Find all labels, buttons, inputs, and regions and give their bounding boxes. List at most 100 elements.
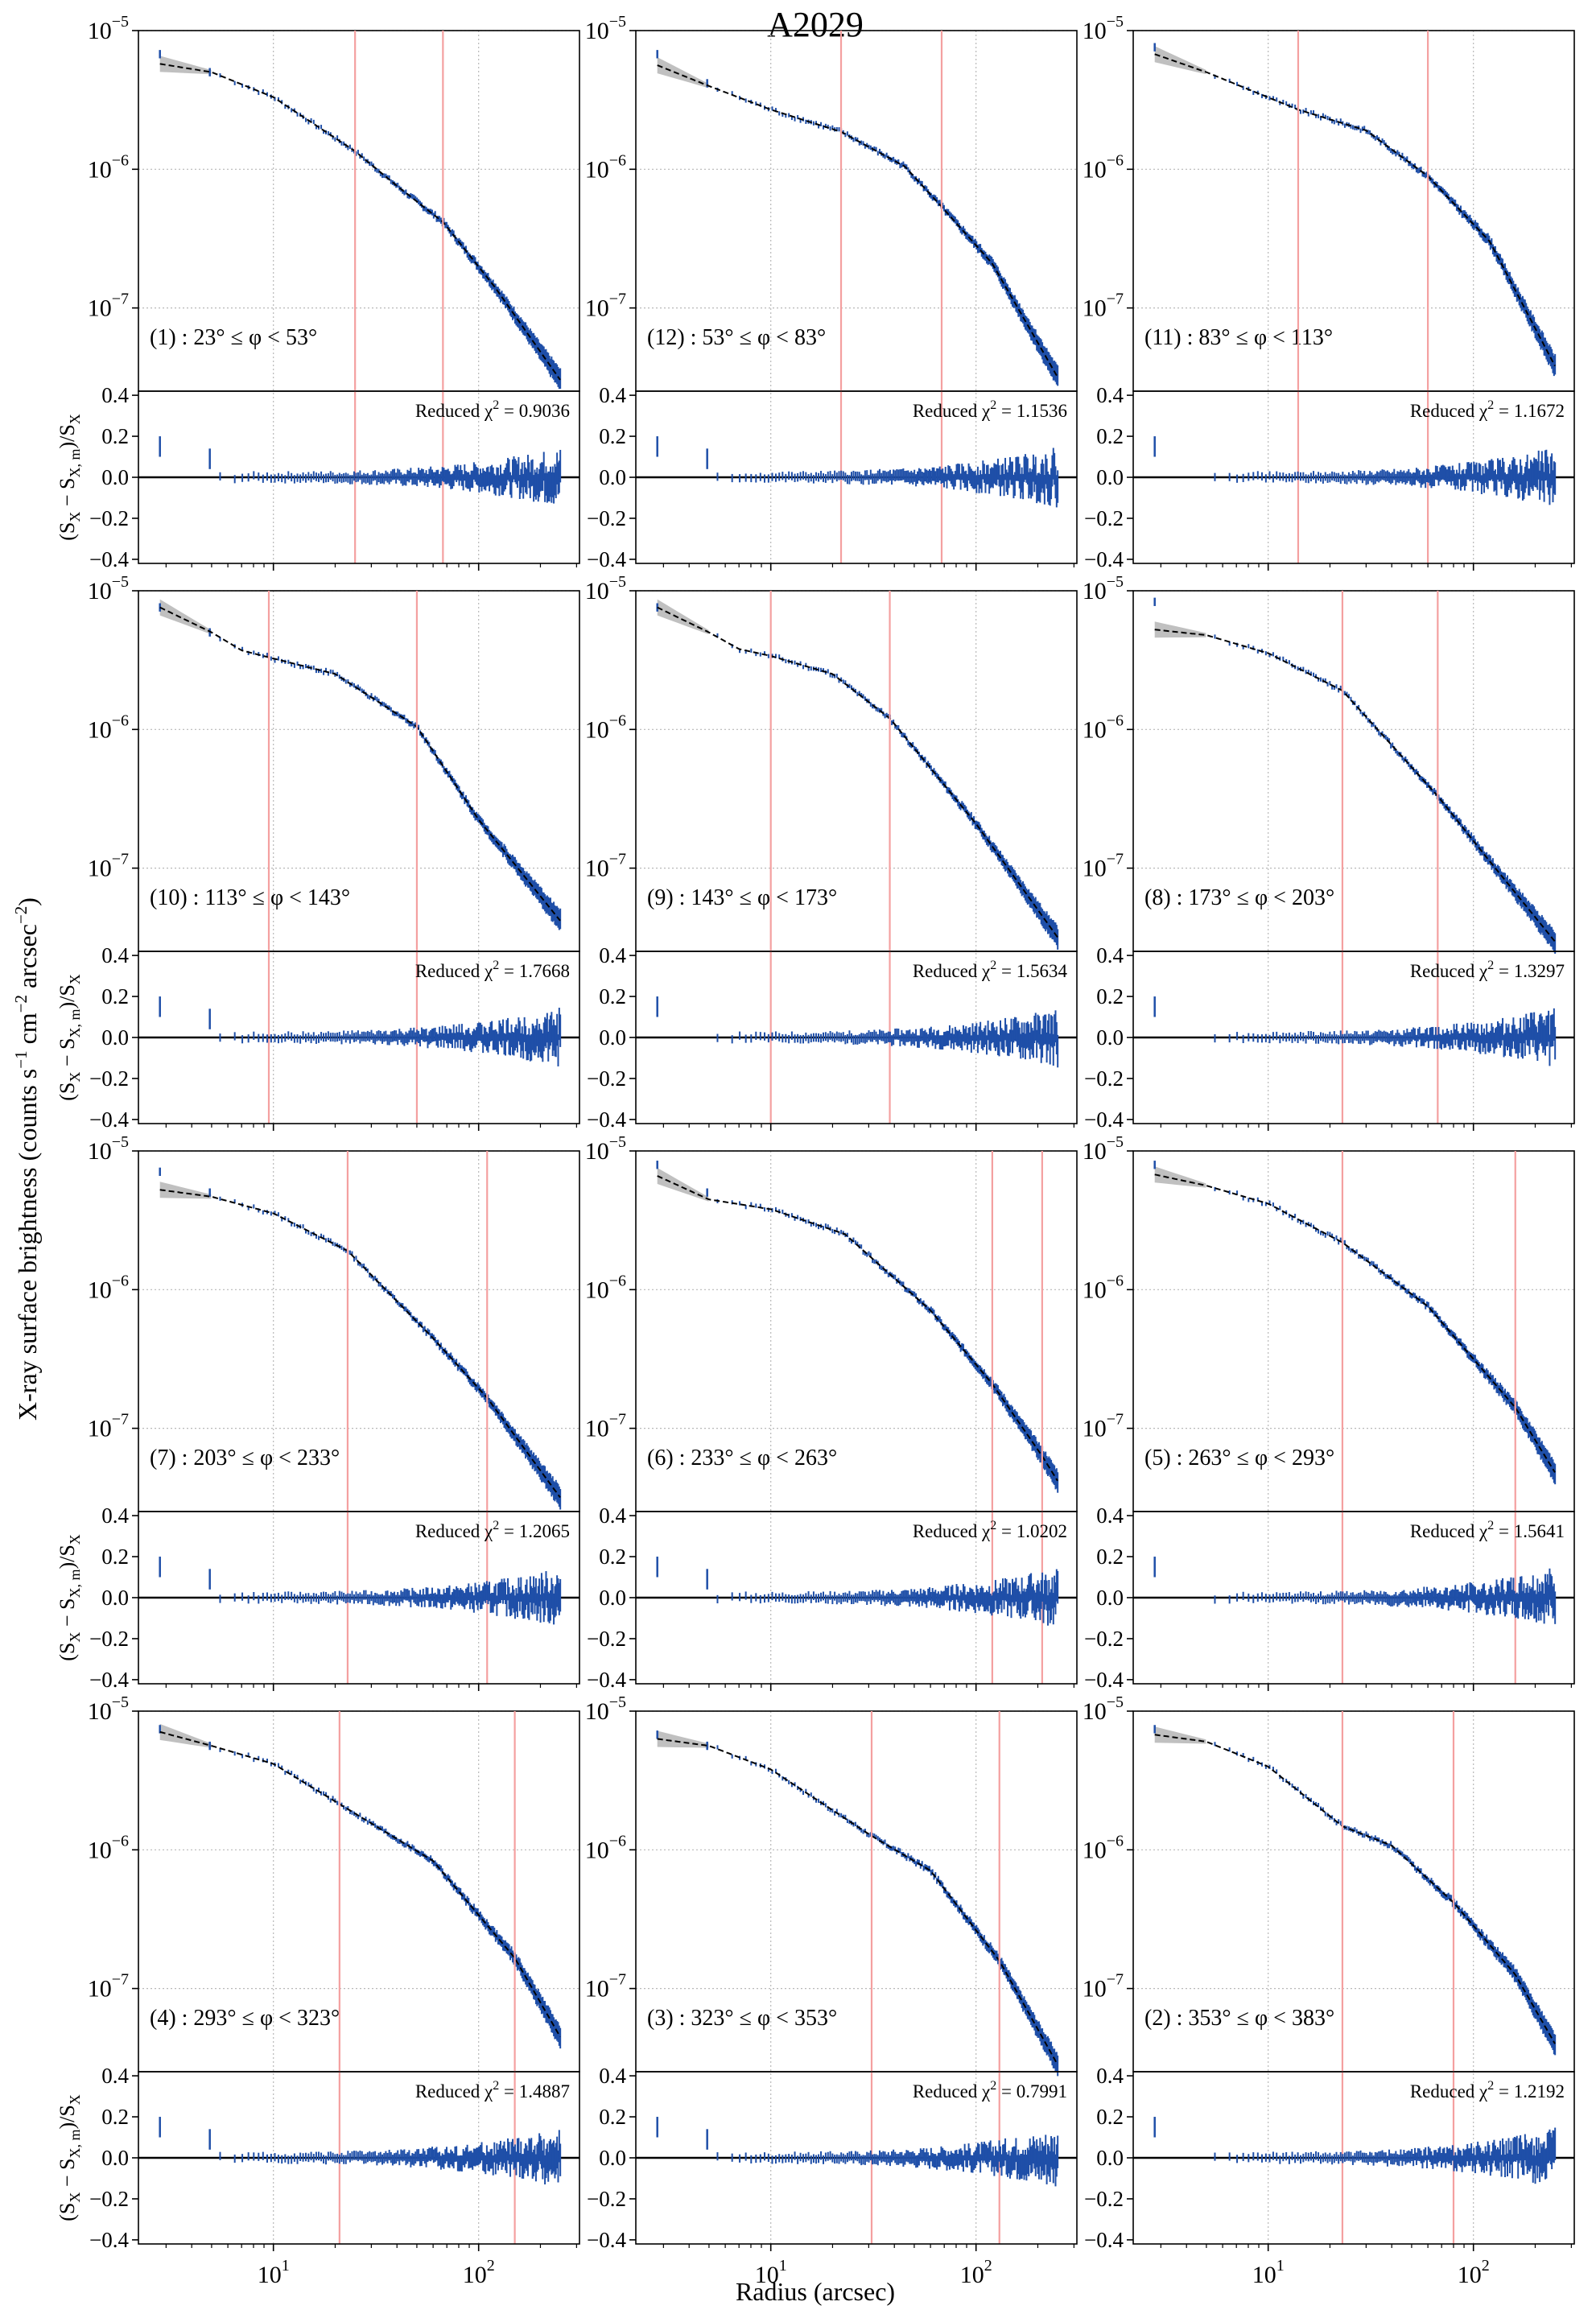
model-curve <box>657 64 1058 377</box>
residual-tick-label: 0.4 <box>599 943 626 967</box>
model-uncertainty-band <box>657 599 709 635</box>
residual-tick-label: 0.4 <box>101 943 129 967</box>
y-tick-label: 10−5 <box>1083 573 1124 604</box>
residual-tick-label: −0.2 <box>89 1066 129 1091</box>
model-curve <box>1154 1173 1556 1473</box>
model-curve <box>159 1189 561 1499</box>
residual-tick-label: −0.4 <box>89 2228 129 2252</box>
main-plot: (11) : 83° ≤ φ < 113° 10−5 10−6 10−7 <box>1083 13 1575 563</box>
residual-tick-label: 0.0 <box>599 2146 626 2170</box>
x-axis-label: Radius (arcsec) <box>736 2277 895 2306</box>
residual-tick-label: 0.2 <box>599 1545 626 1569</box>
residual-tick-label: −0.4 <box>89 547 129 571</box>
chi2-annotation: Reduced χ2 = 1.2065 <box>415 1519 570 1541</box>
main-plot: (4) : 293° ≤ φ < 323° 10−5 10−6 10−7 <box>88 1693 580 2244</box>
residual-plot: 0.4 0.2 0.0 −0.2 −0.4 Reduced χ2 = 0.7991 101 1… <box>587 2064 1078 2288</box>
y-tick-label: 10−7 <box>585 291 626 322</box>
panel-11: (11) : 83° ≤ φ < 113°10−510−610−70.40.20… <box>1083 13 1575 571</box>
y-tick-label: 10−7 <box>88 291 129 322</box>
residual-tick-label: −0.4 <box>587 547 626 571</box>
residual-tick-label: −0.2 <box>587 2187 626 2211</box>
residual-tick-label: −0.4 <box>587 1668 626 1692</box>
residual-tick-label: −0.4 <box>1084 1107 1124 1132</box>
x-tick-label: 102 <box>960 2257 992 2288</box>
residual-tick-label: −0.2 <box>1084 506 1124 530</box>
sector-label: (11) : 83° ≤ φ < 113° <box>1144 325 1333 350</box>
residual-plot: 0.4 0.2 0.0 −0.2 −0.4 Reduced χ2 = 0.9036 (SX … <box>56 383 580 571</box>
residual-tick-label: 0.2 <box>1096 984 1124 1008</box>
residual-plot: 0.4 0.2 0.0 −0.2 −0.4 Reduced χ2 = 1.7668 (SX … <box>56 943 580 1132</box>
panel-4: (4) : 293° ≤ φ < 323°10−510−610−70.40.20… <box>56 1693 580 2288</box>
residual-plot: 0.4 0.2 0.0 −0.2 −0.4 Reduced χ2 = 1.1672 <box>1084 383 1575 571</box>
model-curve <box>159 606 561 922</box>
y-tick-label: 10−7 <box>1083 1411 1124 1442</box>
chi2-annotation: Reduced χ2 = 1.1536 <box>913 398 1067 421</box>
x-tick-label: 101 <box>258 2257 290 2288</box>
residual-tick-label: −0.2 <box>89 2187 129 2211</box>
residual-tick-label: −0.2 <box>587 1066 626 1091</box>
y-tick-label: 10−6 <box>585 1832 626 1863</box>
y-tick-label: 10−6 <box>88 711 129 743</box>
residual-tick-label: −0.4 <box>1084 547 1124 571</box>
main-plot: (2) : 353° ≤ φ < 383°10−510−610−7 <box>1083 1693 1575 2244</box>
chi2-annotation: Reduced χ2 = 1.4887 <box>415 2079 570 2101</box>
chi2-annotation: Reduced χ2 = 1.5634 <box>913 959 1068 981</box>
residual-y-label: (SX − SX, m)/SX <box>56 2094 83 2221</box>
residual-tick-label: 0.4 <box>101 383 129 407</box>
y-tick-label: 10−6 <box>585 151 626 183</box>
model-curve <box>159 1730 561 2038</box>
chi2-annotation: Reduced χ2 = 1.3297 <box>1410 959 1565 981</box>
residual-tick-label: 0.4 <box>599 1503 626 1528</box>
y-tick-label: 10−6 <box>88 1832 129 1863</box>
sector-label: (1) : 23° ≤ φ < 53° <box>150 325 317 350</box>
y-tick-label: 10−6 <box>1083 151 1124 183</box>
y-tick-label: 10−6 <box>585 1272 626 1303</box>
residual-tick-label: 0.0 <box>1096 1586 1124 1610</box>
residual-tick-label: 0.0 <box>101 465 129 489</box>
residual-tick-label: −0.4 <box>587 1107 626 1132</box>
model-uncertainty-band <box>657 57 709 89</box>
model-curve <box>657 1738 1058 2065</box>
y-tick-label: 10−7 <box>88 1971 129 2002</box>
x-tick-label: 101 <box>755 2257 787 2288</box>
y-tick-label: 10−6 <box>1083 711 1124 743</box>
chi2-annotation: Reduced χ2 = 1.1672 <box>1410 398 1565 421</box>
residual-plot: 0.4 0.2 0.0 −0.2 −0.4 Reduced χ2 = 1.4887 (SX … <box>56 2064 580 2288</box>
residual-tick-label: 0.4 <box>1096 943 1124 967</box>
main-plot: (5) : 263° ≤ φ < 293° 10−5 10−6 10−7 <box>1083 1133 1575 1684</box>
residual-tick-label: 0.2 <box>101 2105 129 2129</box>
chi2-annotation: Reduced χ2 = 1.0202 <box>913 1519 1067 1541</box>
residual-plot: 0.4 0.2 0.0 −0.2 −0.4 Reduced χ2 = 1.3297 <box>1084 943 1575 1132</box>
y-tick-label: 10−5 <box>585 1133 626 1165</box>
residual-tick-label: 0.0 <box>101 1586 129 1610</box>
residual-tick-label: 0.4 <box>1096 383 1124 407</box>
y-tick-label: 10−5 <box>88 1133 129 1165</box>
residual-tick-label: −0.4 <box>89 1107 129 1132</box>
residual-tick-label: 0.0 <box>1096 1025 1124 1050</box>
y-axis-label-text: X-ray surface brightness (counts s−1 cm−… <box>11 897 42 1421</box>
panel-7: (7) : 203° ≤ φ < 233°10−510−610−70.40.20… <box>56 1133 580 1692</box>
panel-12: (12) : 53° ≤ φ < 83°10−510−610−70.40.20.… <box>585 13 1078 571</box>
residual-tick-label: 0.0 <box>599 1586 626 1610</box>
residual-y-label: (SX − SX, m)/SX <box>56 1534 83 1661</box>
residual-tick-label: 0.2 <box>599 2105 626 2129</box>
residual-plot: 0.4 0.2 0.0 −0.2 −0.4 Reduced χ2 = 1.5641 <box>1084 1503 1575 1692</box>
model-curve <box>657 606 1058 938</box>
y-tick-label: 10−5 <box>585 13 626 44</box>
residual-y-label: (SX − SX, m)/SX <box>56 974 83 1101</box>
model-curve <box>1154 53 1556 367</box>
y-tick-label: 10−5 <box>585 573 626 604</box>
residual-tick-label: 0.0 <box>101 2146 129 2170</box>
model-uncertainty-band <box>657 1168 709 1202</box>
y-tick-label: 10−7 <box>1083 851 1124 882</box>
chi2-annotation: Reduced χ2 = 1.5641 <box>1410 1519 1565 1541</box>
sector-label: (5) : 263° ≤ φ < 293° <box>1144 1446 1334 1470</box>
y-tick-label: 10−5 <box>88 1693 129 1725</box>
y-tick-label: 10−7 <box>88 851 129 882</box>
model-curve <box>1154 629 1556 942</box>
y-tick-label: 10−5 <box>1083 1133 1124 1165</box>
residual-tick-label: 0.4 <box>599 383 626 407</box>
sector-label: (3) : 323° ≤ φ < 353° <box>647 2006 837 2031</box>
y-tick-label: 10−7 <box>585 1411 626 1442</box>
